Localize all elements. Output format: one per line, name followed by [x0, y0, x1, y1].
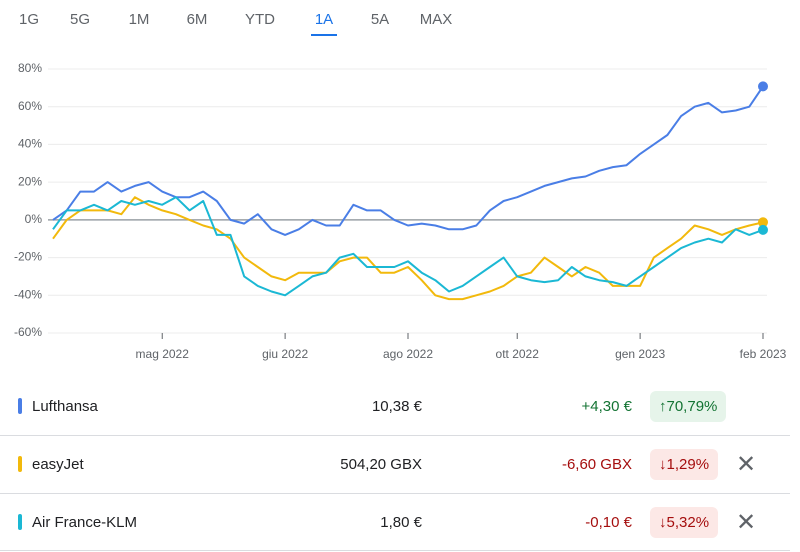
legend-swatch: [18, 398, 22, 414]
legend-entry: easyJet: [32, 455, 84, 473]
end-point: [758, 217, 768, 228]
legend-swatch: [18, 514, 22, 530]
series-line: [52, 85, 764, 236]
change-percent: 70,79%: [666, 397, 718, 415]
y-tick-label: -60%: [14, 325, 42, 339]
trend-arrow: ↑: [659, 397, 667, 415]
row-separator: [0, 550, 790, 551]
legend-swatch: [18, 456, 22, 472]
range-tab[interactable]: 1A: [294, 0, 354, 40]
comparison-row[interactable]: Air France-KLM 1,80 € -0,10 € ↓5,32% ✕: [0, 494, 790, 550]
x-tick-label: mag 2022: [136, 347, 190, 361]
legend-entry: Lufthansa: [32, 397, 98, 415]
row-separator: [0, 493, 790, 494]
change-percent-badge: ↓1,29%: [650, 448, 719, 480]
change: +4,30 €: [581, 397, 632, 415]
change-percent: 5,32%: [666, 513, 710, 531]
row-separator: [0, 435, 790, 436]
series-line: [52, 196, 764, 297]
x-tick-label: gen 2023: [615, 347, 665, 361]
change: -6,60 GBX: [561, 455, 632, 473]
change-percent-badge: ↓5,32%: [650, 506, 719, 538]
y-tick-label: 20%: [18, 174, 42, 188]
range-tab[interactable]: 6M: [186, 11, 208, 28]
price: 1,80 €: [380, 513, 422, 531]
y-tick-label: -20%: [14, 250, 42, 264]
price: 504,20 GBX: [340, 455, 422, 473]
x-tick-label: ott 2022: [496, 347, 540, 361]
price: 10,38 €: [371, 397, 422, 415]
change-percent: 1,29%: [666, 455, 710, 473]
x-tick-label: feb 2023: [740, 347, 787, 361]
y-tick-label: -40%: [14, 287, 42, 301]
range-tab[interactable]: MAX: [419, 11, 453, 28]
y-tick-label: 40%: [18, 137, 42, 151]
trend-arrow: ↓: [659, 455, 667, 473]
end-point: [758, 81, 768, 92]
series-line: [52, 196, 764, 301]
y-tick-label: 60%: [18, 99, 42, 113]
remove-button[interactable]: ✕: [736, 508, 757, 536]
legend-entry: Air France-KLM: [32, 513, 138, 531]
x-tick-label: ago 2022: [383, 347, 433, 361]
range-tabs: 1G 5G 1M 6M YTD 1A 5A MAX: [0, 0, 800, 40]
trend-arrow: ↓: [659, 513, 667, 531]
chart: -60% -40% -20% 0% 20% 40% 60% 80% mag 2022 giu 20…: [14, 61, 787, 361]
range-tab[interactable]: 1M: [128, 11, 150, 28]
range-tab[interactable]: 5G: [69, 11, 90, 28]
y-tick-label: 80%: [18, 61, 42, 75]
comparison-row[interactable]: Lufthansa 10,38 € +4,30 € ↑70,79%: [0, 378, 790, 434]
range-tab[interactable]: 5A: [370, 11, 390, 28]
change: -0,10 €: [585, 513, 632, 531]
comparison-row[interactable]: easyJet 504,20 GBX -6,60 GBX ↓1,29% ✕: [0, 436, 790, 492]
range-tab[interactable]: 1G: [18, 11, 39, 28]
end-point: [758, 224, 768, 235]
x-tick-label: giu 2022: [262, 347, 308, 361]
change-percent-badge: ↑70,79%: [650, 390, 727, 422]
y-tick-label: 0%: [25, 212, 43, 226]
remove-button[interactable]: ✕: [736, 450, 757, 478]
range-tab[interactable]: YTD: [245, 11, 275, 28]
